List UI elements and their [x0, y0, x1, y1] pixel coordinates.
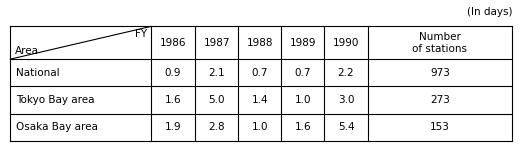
- Text: 153: 153: [430, 122, 450, 132]
- Text: 1986: 1986: [160, 38, 186, 48]
- Text: 5.0: 5.0: [209, 95, 225, 105]
- Text: 0.7: 0.7: [295, 68, 311, 78]
- Text: 3.0: 3.0: [338, 95, 354, 105]
- Text: National: National: [16, 68, 59, 78]
- Text: 973: 973: [430, 68, 450, 78]
- Text: 1.0: 1.0: [295, 95, 311, 105]
- Text: 273: 273: [430, 95, 450, 105]
- Text: FY: FY: [135, 29, 147, 39]
- Text: 1988: 1988: [246, 38, 273, 48]
- Text: 1.9: 1.9: [165, 122, 181, 132]
- Text: 5.4: 5.4: [338, 122, 354, 132]
- Text: 0.9: 0.9: [165, 68, 181, 78]
- Text: 2.2: 2.2: [338, 68, 354, 78]
- Text: 2.1: 2.1: [209, 68, 225, 78]
- Text: Area: Area: [15, 46, 38, 56]
- Text: Number
of stations: Number of stations: [412, 32, 467, 54]
- Text: Osaka Bay area: Osaka Bay area: [16, 122, 97, 132]
- Text: 1990: 1990: [333, 38, 359, 48]
- Text: 1.6: 1.6: [165, 95, 181, 105]
- Text: Tokyo Bay area: Tokyo Bay area: [16, 95, 94, 105]
- Text: 2.8: 2.8: [209, 122, 225, 132]
- Text: 1989: 1989: [290, 38, 316, 48]
- Text: 0.7: 0.7: [252, 68, 268, 78]
- Text: (In days): (In days): [467, 7, 512, 17]
- Text: 1.6: 1.6: [295, 122, 311, 132]
- Text: 1.0: 1.0: [252, 122, 268, 132]
- Text: 1987: 1987: [203, 38, 230, 48]
- Text: 1.4: 1.4: [252, 95, 268, 105]
